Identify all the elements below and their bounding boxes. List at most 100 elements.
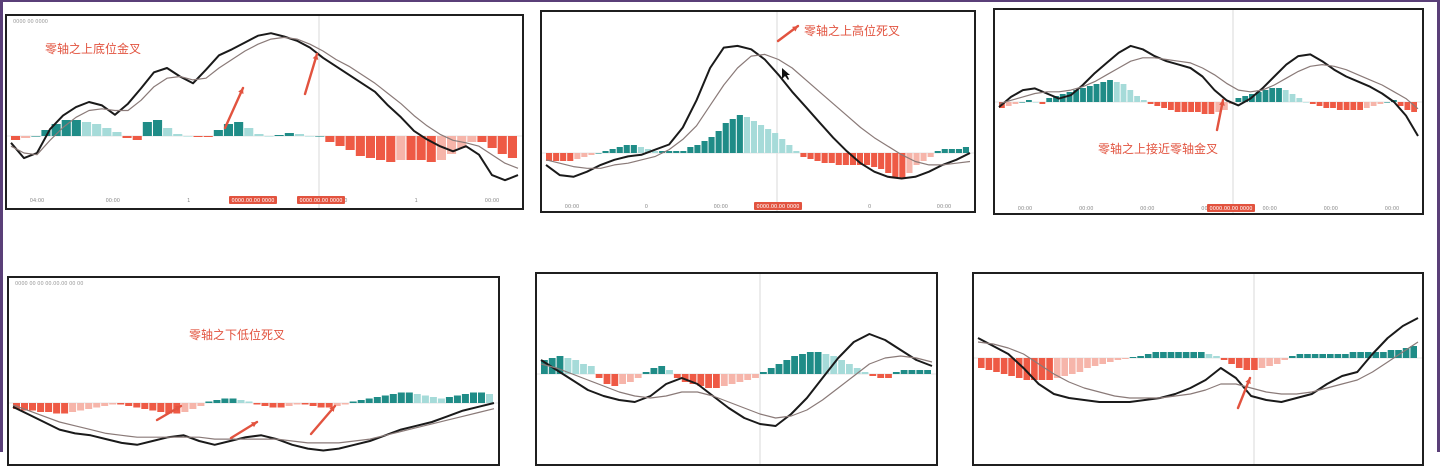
- histogram-bar-negative: [871, 153, 878, 167]
- histogram-bar-positive: [1282, 90, 1289, 102]
- histogram-bar-positive: [1086, 86, 1093, 102]
- date-badge: [1207, 204, 1255, 212]
- histogram-bar-positive: [541, 360, 548, 374]
- histogram-bar-negative: [301, 403, 309, 405]
- histogram-bar-positive: [934, 151, 941, 153]
- histogram-bar-negative: [560, 153, 567, 161]
- dea-line: [977, 341, 1419, 399]
- histogram-bar-negative: [61, 403, 69, 414]
- histogram-bar-negative: [1147, 102, 1154, 104]
- histogram-bar-positive: [1107, 80, 1113, 102]
- histogram-bar-negative: [341, 403, 349, 405]
- histogram-bar-positive: [924, 370, 931, 374]
- histogram-bar-negative: [603, 374, 611, 384]
- histogram-bar-negative: [869, 374, 877, 376]
- histogram-bar-negative: [978, 358, 985, 368]
- annotation-arrow-head: [792, 26, 798, 32]
- histogram-bar-positive: [715, 131, 722, 153]
- annotation-arrow-head: [1219, 100, 1225, 106]
- histogram-bar-positive: [183, 136, 193, 137]
- histogram-bar-negative: [627, 374, 634, 382]
- time-tick-label: 00:00: [1262, 206, 1276, 212]
- histogram-bar-negative: [1012, 102, 1019, 104]
- histogram-bar-negative: [1215, 102, 1222, 112]
- histogram-bar-positive: [838, 360, 845, 374]
- histogram-bar-positive: [642, 372, 650, 374]
- histogram-bar-negative: [37, 403, 45, 412]
- histogram-bar-positive: [1349, 352, 1357, 358]
- histogram-bar-positive: [82, 122, 92, 136]
- histogram-bar-negative: [993, 358, 1000, 372]
- histogram-bar-negative: [546, 153, 553, 161]
- histogram-bar-positive: [1364, 352, 1372, 358]
- histogram-bar-negative: [1309, 102, 1316, 104]
- histogram-bar-positive: [274, 135, 284, 136]
- histogram-bar-positive: [652, 151, 659, 153]
- histogram-bar-positive: [786, 145, 793, 153]
- histogram-bar-negative: [467, 136, 477, 142]
- histogram-bar-positive: [1402, 348, 1410, 358]
- histogram-bar-negative: [77, 403, 85, 411]
- histogram-bar-negative: [581, 153, 588, 157]
- dif-line: [10, 32, 519, 182]
- histogram-bar-negative: [1411, 102, 1417, 112]
- histogram-bar-positive: [1205, 354, 1213, 358]
- date-badge-label: 0000.00.00 0000: [300, 198, 343, 204]
- frame-right-border: [1437, 0, 1440, 452]
- histogram-bar-positive: [305, 136, 315, 137]
- histogram-bar-positive: [806, 352, 814, 374]
- histogram-bar-negative: [800, 153, 807, 157]
- histogram-bar-negative: [277, 403, 285, 408]
- histogram-bar-negative: [1330, 102, 1336, 108]
- histogram-bar-negative: [1370, 102, 1377, 106]
- histogram-bar-positive: [51, 124, 61, 136]
- histogram-bar-positive: [1384, 102, 1390, 103]
- histogram-bar-positive: [31, 136, 41, 137]
- time-tick-label: 1: [415, 198, 418, 204]
- histogram-bar-positive: [1113, 82, 1120, 102]
- histogram-bar-negative: [197, 403, 205, 406]
- histogram-bar-negative: [842, 153, 849, 165]
- histogram-bar-negative: [93, 403, 101, 408]
- histogram-bar-positive: [1319, 354, 1326, 358]
- histogram-bar-positive: [750, 121, 757, 153]
- histogram-bar-positive: [1080, 88, 1086, 102]
- histogram-bar-negative: [285, 403, 293, 406]
- histogram-bar-positive: [1334, 354, 1342, 358]
- histogram-bar-positive: [708, 137, 715, 153]
- histogram-bar-negative: [574, 153, 581, 159]
- histogram-bar-negative: [1350, 102, 1357, 110]
- time-tick-label: 00:00: [937, 204, 951, 210]
- dea-line: [12, 404, 495, 444]
- histogram-bar-positive: [437, 398, 445, 403]
- histogram-bar-negative: [689, 374, 697, 384]
- histogram-bar-positive: [429, 397, 437, 403]
- histogram-bar-negative: [720, 374, 728, 386]
- histogram-bar-negative: [736, 374, 744, 382]
- histogram-bar-positive: [694, 145, 701, 153]
- histogram-bar-negative: [21, 136, 31, 138]
- histogram-bar-negative: [416, 136, 426, 160]
- histogram-bar-positive: [1276, 88, 1282, 102]
- histogram-bar-negative: [1168, 102, 1174, 110]
- histogram-bar-positive: [1213, 356, 1220, 358]
- histogram-bar-negative: [1076, 358, 1084, 372]
- histogram-bar-positive: [1026, 100, 1032, 102]
- histogram-bar-negative: [1023, 358, 1031, 380]
- histogram-bar-negative: [1188, 102, 1194, 112]
- histogram-bar-positive: [729, 119, 736, 153]
- histogram-bar-positive: [1304, 354, 1311, 358]
- histogram-bar-negative: [1228, 358, 1235, 364]
- histogram-bar-positive: [1160, 352, 1167, 358]
- histogram-bar-positive: [1073, 90, 1080, 102]
- histogram-bar-positive: [948, 149, 955, 153]
- histogram-bar-positive: [659, 151, 666, 153]
- histogram-bar-positive: [245, 401, 253, 403]
- histogram-bar-negative: [1377, 102, 1384, 104]
- histogram-bar-negative: [1005, 102, 1012, 106]
- histogram-bar-negative: [1000, 358, 1008, 374]
- histogram-bar-negative: [673, 374, 681, 378]
- histogram-bar-negative: [193, 136, 203, 137]
- time-tick-label: 00:00: [1385, 206, 1399, 212]
- histogram-bar-negative: [877, 374, 885, 378]
